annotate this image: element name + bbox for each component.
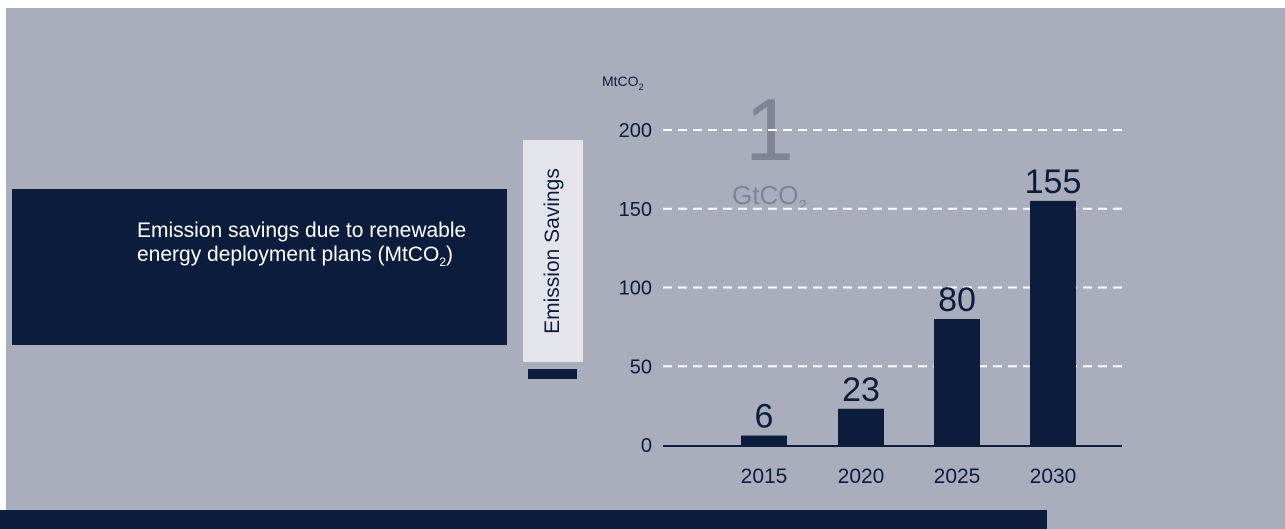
title-box: Emission savings due to renewable energy… [12,189,507,345]
y-axis-unit-subscript: 2 [638,81,644,92]
y-tick-label-100: 100 [619,278,652,300]
chart-title-subscript: 2 [439,255,446,270]
y-tick-label-150: 150 [619,199,652,221]
y-tick-label-0: 0 [641,435,652,457]
x-tick-label-2030: 2030 [1030,465,1077,488]
bar-2030 [1030,200,1076,445]
highlight-unit-main: GtCO [732,180,799,210]
chart-title-main: Emission savings due to renewable energy… [137,219,467,266]
bar-value-label-2025: 80 [938,281,976,319]
chart-title-close: ) [446,243,453,266]
bar-value-label-2030: 155 [1025,163,1082,201]
chart-title: Emission savings due to renewable energy… [137,219,497,274]
bar-2020 [838,408,884,445]
y-axis-unit-label: MtCO2 [602,73,644,92]
legend-label-box: Emission Savings [523,140,583,362]
y-tick-label-50: 50 [630,356,652,378]
legend-swatch [528,369,577,379]
bottom-bar [0,510,1047,529]
x-tick-label-2020: 2020 [838,465,885,488]
bar-value-label-2015: 6 [755,398,774,436]
bar-2015 [741,435,787,445]
x-tick-label-2015: 2015 [741,465,788,488]
highlight-unit-subscript: 2 [798,197,807,215]
highlight-unit: GtCO2 [732,180,807,214]
y-axis-unit-main: MtCO [602,73,639,89]
bar-2025 [934,319,980,445]
bar-value-label-2020: 23 [842,371,880,409]
x-tick-label-2025: 2025 [934,465,981,488]
y-tick-label-200: 200 [619,120,652,142]
